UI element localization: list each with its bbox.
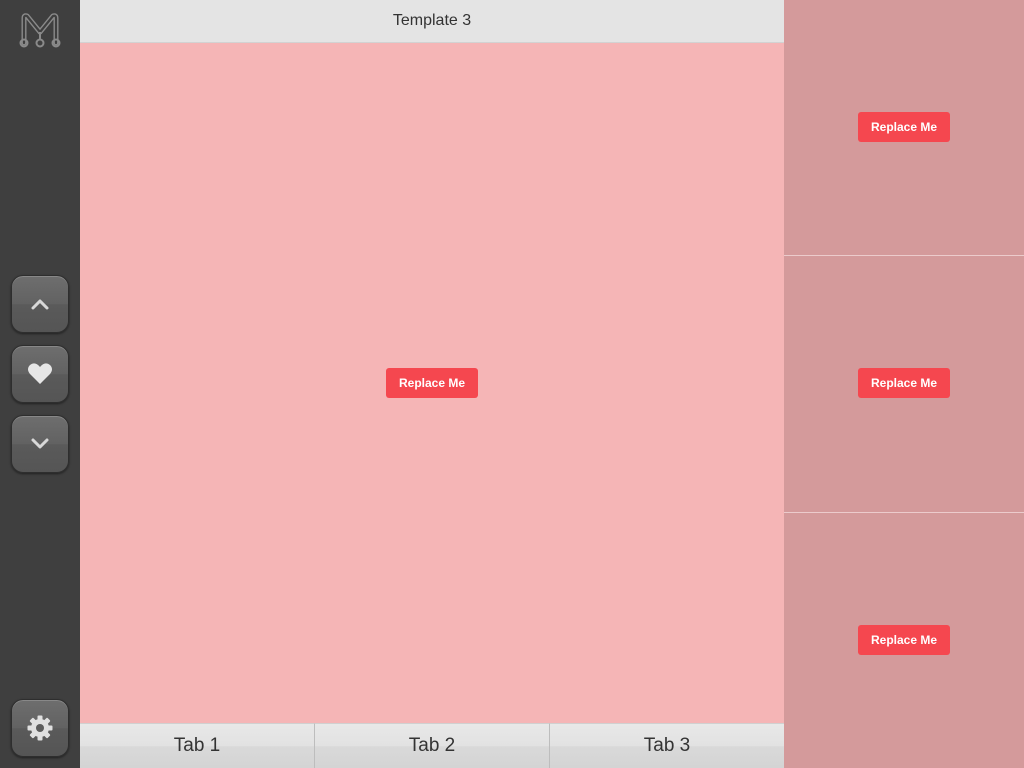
main-content: Replace Me bbox=[80, 43, 784, 723]
right-panel-2: Replace Me bbox=[784, 256, 1024, 513]
scroll-down-button[interactable] bbox=[11, 415, 69, 473]
scroll-up-button[interactable] bbox=[11, 275, 69, 333]
main-replace-button[interactable]: Replace Me bbox=[386, 368, 478, 398]
panel-1-replace-button[interactable]: Replace Me bbox=[858, 112, 950, 142]
app-logo-icon bbox=[19, 12, 61, 48]
tab-bar: Tab 1 Tab 2 Tab 3 bbox=[80, 723, 784, 768]
heart-icon bbox=[28, 363, 52, 384]
sidebar bbox=[0, 0, 80, 768]
gear-icon bbox=[27, 715, 53, 741]
panel-3-replace-button[interactable]: Replace Me bbox=[858, 625, 950, 655]
tab-3[interactable]: Tab 3 bbox=[550, 723, 784, 768]
panel-2-replace-button[interactable]: Replace Me bbox=[858, 368, 950, 398]
header-bar: Template 3 bbox=[80, 0, 784, 43]
chevron-down-icon bbox=[31, 438, 49, 449]
chevron-up-icon bbox=[31, 299, 49, 310]
right-column: Replace Me Replace Me Replace Me bbox=[784, 0, 1024, 768]
page-title: Template 3 bbox=[392, 12, 472, 29]
favorite-button[interactable] bbox=[11, 345, 69, 403]
settings-button[interactable] bbox=[11, 699, 69, 757]
right-panel-3: Replace Me bbox=[784, 513, 1024, 768]
tab-2[interactable]: Tab 2 bbox=[315, 723, 550, 768]
right-panel-1: Replace Me bbox=[784, 0, 1024, 256]
tab-1[interactable]: Tab 1 bbox=[80, 723, 315, 768]
